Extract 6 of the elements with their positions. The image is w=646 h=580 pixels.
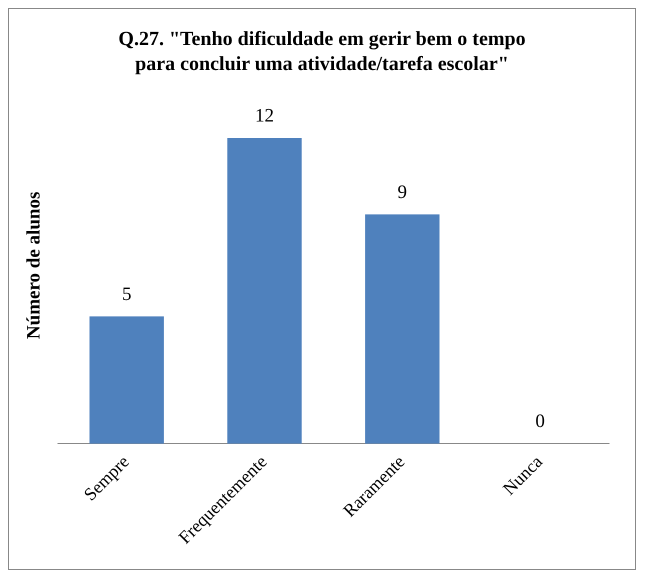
data-label: 12 xyxy=(255,105,274,126)
data-label: 0 xyxy=(535,411,545,432)
chart-title: Q.27. "Tenho dificuldade em gerir bem o tempo para concluir uma atividade/tarefa escolar" xyxy=(117,27,527,77)
y-axis-title: Número de alunos xyxy=(23,192,44,340)
data-label: 5 xyxy=(122,284,132,305)
data-label: 9 xyxy=(398,182,408,203)
